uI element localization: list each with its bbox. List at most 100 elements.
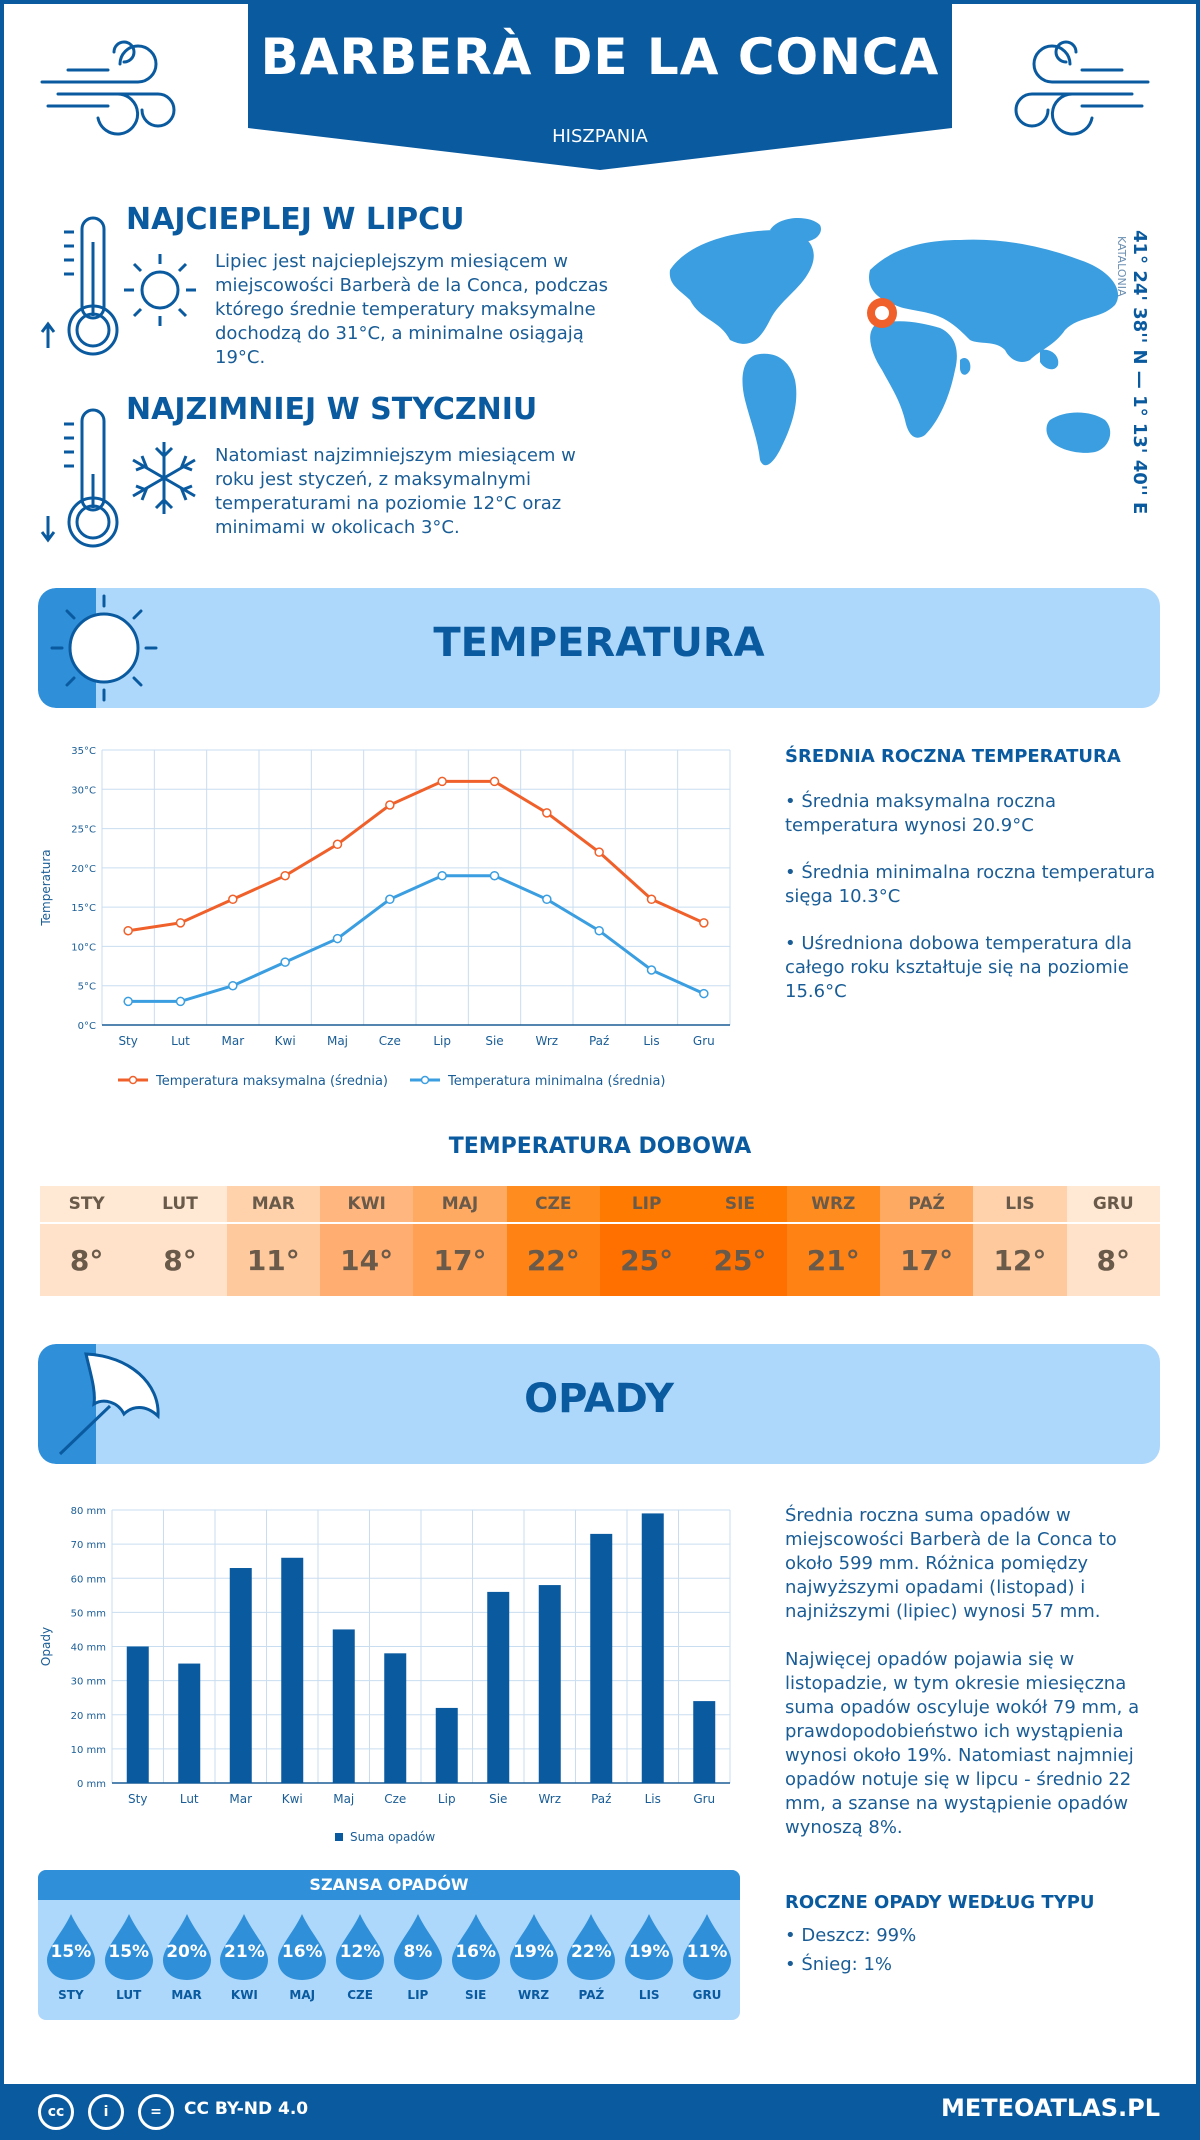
daily-temp-cell: STY 8°	[40, 1186, 134, 1296]
data-point	[542, 808, 552, 818]
data-point	[437, 776, 447, 787]
y-tick-label: 30 mm	[71, 1677, 106, 1688]
precip-chance-month: LUT	[116, 1988, 142, 2002]
temp-side-min: • Średnia minimalna roczna temperatura s…	[785, 862, 1156, 907]
daily-temp-value: 25°	[693, 1224, 787, 1296]
precip-chance-item: 11% GRU	[678, 1912, 736, 2002]
precip-chance-box: SZANSA OPADÓW 15% STY 15% LUT 20% MAR 21% KWI 16…	[38, 1870, 740, 2020]
data-point	[332, 933, 343, 944]
bar	[590, 1533, 613, 1783]
daily-temp-cell: LUT 8°	[133, 1186, 227, 1296]
data-point	[228, 894, 238, 905]
y-axis-label: Temperatura	[39, 849, 53, 926]
precipitation-title: OPADY	[524, 1376, 674, 1422]
y-tick-label: 50 mm	[71, 1608, 106, 1619]
legend-swatch	[335, 1833, 343, 1841]
x-tick-label: Lip	[433, 1034, 451, 1048]
data-point	[646, 965, 657, 975]
daily-temp-value: 12°	[973, 1224, 1067, 1296]
daily-temp-month: KWI	[319, 1186, 414, 1224]
raindrop-icon: 11%	[681, 1912, 733, 1982]
y-tick-label: 10°C	[71, 942, 96, 953]
cc-icon: cc	[38, 2094, 74, 2130]
x-tick-label: Maj	[333, 1792, 354, 1806]
temp-side-max: • Średnia maksymalna roczna temperatura …	[785, 791, 1056, 836]
footer	[0, 2084, 1200, 2140]
daily-temp-month: WRZ	[786, 1186, 880, 1224]
daily-temp-value: 8°	[1066, 1224, 1160, 1296]
temp-side-avg: • Uśredniona dobowa temperatura dla całe…	[785, 933, 1133, 1002]
raindrop-icon: 8%	[392, 1912, 444, 1982]
precip-type-rain: • Deszcz: 99%	[785, 1925, 917, 1946]
daily-temp-month: GRU	[1066, 1186, 1160, 1224]
x-tick-label: Cze	[384, 1792, 406, 1806]
header-banner	[248, 0, 952, 170]
x-tick-label: Cze	[379, 1034, 401, 1048]
snowflake-icon	[132, 442, 196, 514]
y-tick-label: 40 mm	[71, 1643, 106, 1654]
daily-temp-cell: MAR 11°	[226, 1186, 320, 1296]
raindrop-icon: 21%	[218, 1912, 270, 1982]
daily-temp-value: 17°	[879, 1224, 974, 1296]
daily-temp-value: 8°	[133, 1224, 227, 1296]
precip-chance-item: 16% SIE	[447, 1912, 505, 2002]
bar	[178, 1663, 201, 1783]
precip-chance-value: 15%	[108, 1942, 150, 1962]
data-point	[228, 980, 238, 991]
daily-temp-value: 11°	[226, 1224, 320, 1296]
daily-temp-value: 17°	[413, 1224, 507, 1296]
x-tick-label: Lis	[645, 1792, 661, 1806]
data-point	[699, 918, 709, 928]
y-tick-label: 35°C	[71, 746, 96, 757]
sun-icon	[50, 594, 158, 702]
precip-chance-month: GRU	[692, 1988, 722, 2002]
precip-chance-value: 19%	[628, 1942, 670, 1962]
data-point	[489, 870, 500, 881]
cold-title: NAJZIMNIEJ W STYCZNIU	[126, 392, 538, 427]
precip-chance-item: 20% MAR	[158, 1912, 216, 2002]
precipitation-banner	[38, 1344, 1160, 1464]
data-point	[385, 894, 395, 905]
daily-temp-value: 25°	[599, 1224, 694, 1296]
no-derivatives-icon: =	[138, 2094, 174, 2130]
x-tick-label: Sty	[128, 1792, 147, 1806]
precip-chance-value: 20%	[166, 1942, 207, 1962]
daily-temp-cell: WRZ 21°	[786, 1186, 880, 1296]
daily-temp-month: LUT	[133, 1186, 227, 1224]
license-label: CC BY-ND 4.0	[184, 2099, 309, 2119]
bar	[332, 1629, 355, 1783]
data-point	[280, 870, 290, 881]
y-tick-label: 20 mm	[71, 1711, 106, 1722]
y-tick-label: 5°C	[78, 982, 96, 993]
legend-label: Temperatura maksymalna (średnia)	[155, 1074, 388, 1089]
precip-chance-month: MAR	[171, 1988, 202, 2002]
temperature-banner	[38, 588, 1160, 708]
data-point	[123, 925, 133, 936]
y-tick-label: 15°C	[71, 903, 96, 914]
thermometer-cold-icon	[40, 408, 119, 548]
daily-temp-table: STY 8° LUT 8° MAR 11° KWI 14° MAJ 17° CZE 22° LIP 25°…	[40, 1186, 1160, 1296]
precip-chance-value: 19%	[513, 1942, 554, 1962]
x-tick-label: Sty	[118, 1034, 137, 1048]
bar	[538, 1585, 561, 1783]
precip-chance-row: 15% STY 15% LUT 20% MAR 21% KWI 16% MAJ 12% CZE 8% LI…	[38, 1900, 740, 2002]
legend-marker	[128, 1075, 138, 1085]
y-tick-label: 25°C	[71, 825, 96, 836]
temperature-chart: 0°C 5°C 10°C 15°C 20°C 25°C 30°C 35°C Sty Lut Mar K…	[39, 746, 731, 1089]
x-tick-label: Maj	[327, 1034, 348, 1048]
bar	[435, 1707, 458, 1783]
precip-chance-item: 15% STY	[42, 1912, 100, 2002]
precip-type-title: ROCZNE OPADY WEDŁUG TYPU	[785, 1892, 1095, 1913]
site-link[interactable]: METEOATLAS.PL	[940, 2094, 1160, 2122]
data-point	[175, 918, 186, 928]
daily-temp-value: 21°	[786, 1224, 880, 1296]
raindrop-icon: 19%	[508, 1912, 560, 1982]
x-tick-label: Kwi	[282, 1792, 303, 1806]
data-point	[542, 894, 552, 905]
y-axis-label: Opady	[39, 1627, 53, 1666]
y-tick-label: 30°C	[71, 785, 96, 796]
attribution-icon: i	[88, 2094, 124, 2130]
data-point	[646, 894, 657, 905]
y-tick-label: 80 mm	[71, 1506, 106, 1517]
page-title: BARBERÀ DE LA CONCA	[260, 28, 940, 86]
